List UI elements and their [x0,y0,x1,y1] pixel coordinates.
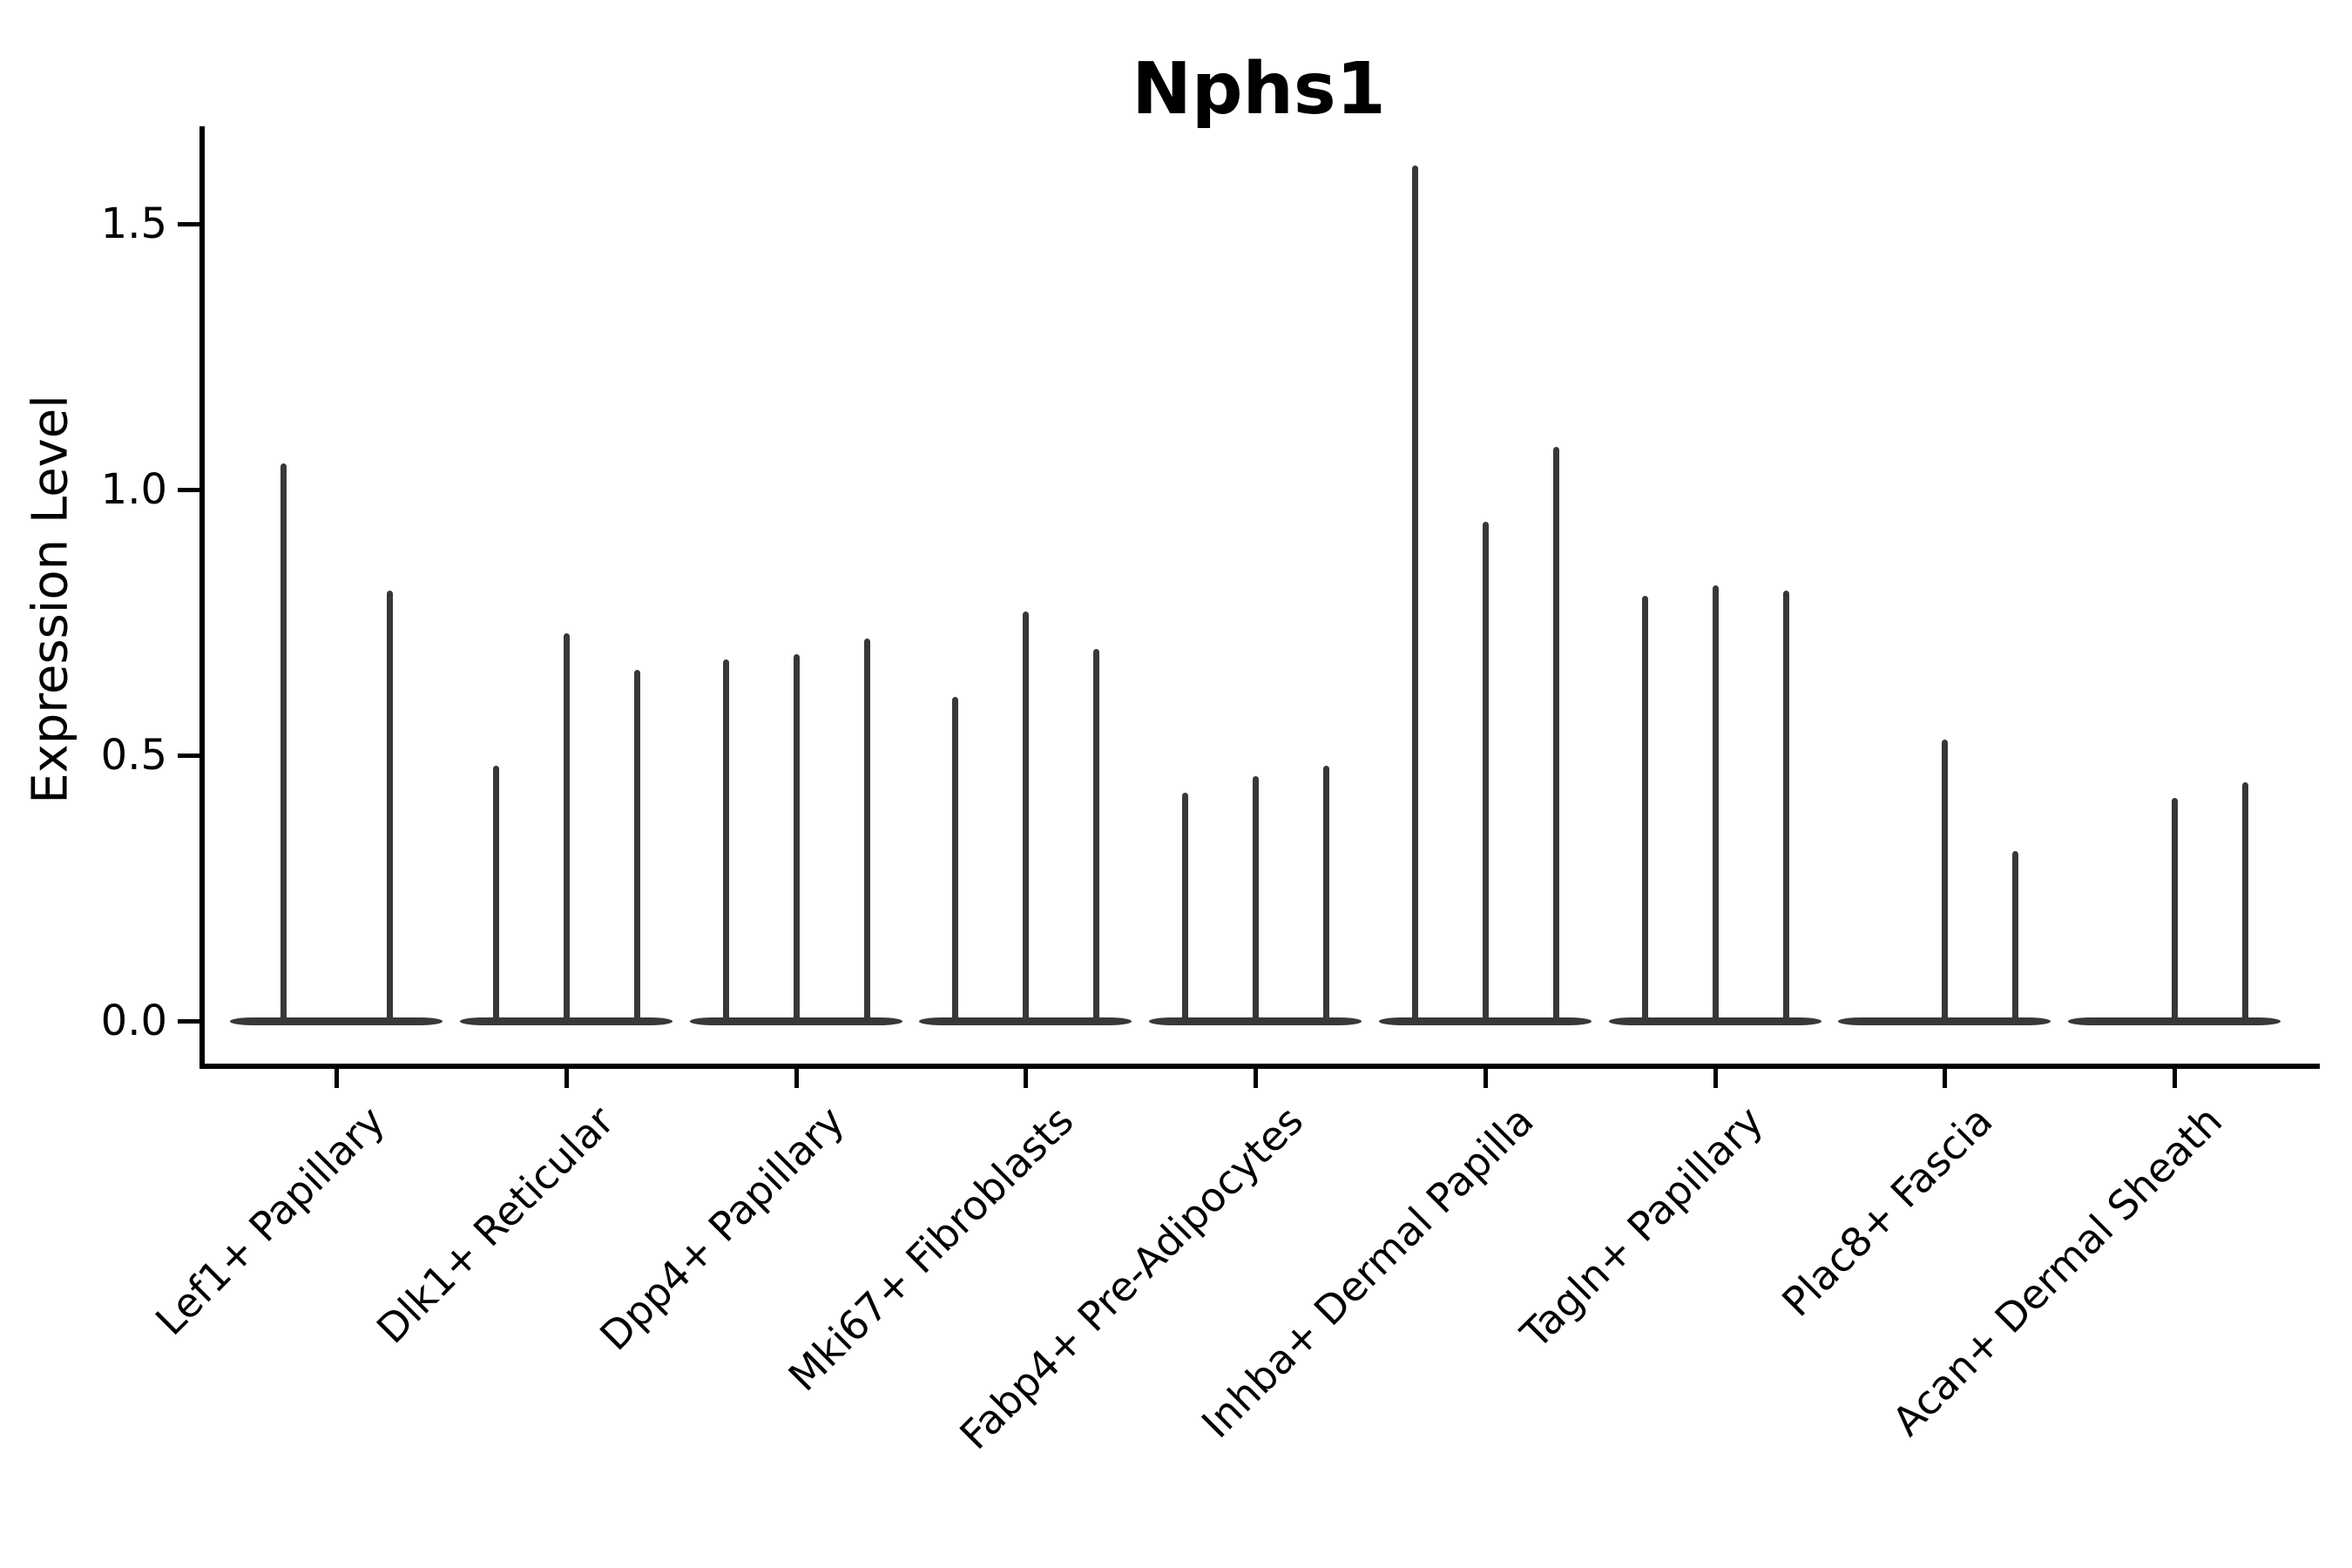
violin-spike [1712,585,1719,1024]
violin-spike [722,659,729,1024]
y-tick [178,487,202,492]
violin-spike [1782,590,1789,1024]
page-title: Nphs1 [1132,48,1386,131]
violin-spike [1482,521,1489,1024]
x-tick [1942,1064,1947,1088]
x-tick-label: Dpp4+ Papillary [591,1097,854,1360]
y-tick-label: 0.5 [100,731,167,780]
violin-spike [1022,612,1029,1024]
y-tick [178,1018,202,1024]
x-tick-label: Lef1+ Papillary [145,1097,394,1345]
y-axis-spine [199,126,205,1069]
x-tick [1253,1064,1258,1088]
violin-spike [2011,850,2018,1024]
violin-spike [492,766,499,1024]
x-tick [2172,1064,2177,1088]
violin-spike [386,590,393,1024]
violin-spike [951,696,958,1024]
x-tick [794,1064,799,1088]
x-tick-label: Tagln+ Papillary [1511,1097,1773,1358]
violin-spike [1941,739,1948,1024]
violin-spike [2171,797,2178,1024]
x-tick [1483,1064,1488,1088]
y-tick [178,221,202,226]
violin-spike [1322,766,1329,1024]
violin-spike [1552,447,1559,1024]
violin-spike [863,638,870,1024]
violin-spike [1641,596,1648,1024]
violin-spike [1252,776,1259,1024]
x-tick [564,1064,569,1088]
violin-baseline [230,1017,443,1025]
x-tick [334,1064,339,1088]
x-axis-spine [199,1064,2320,1069]
x-tick [1023,1064,1028,1088]
x-tick-label: Plac8+ Fascia [1773,1097,2002,1326]
violin-spike [1411,165,1418,1024]
x-tick [1713,1064,1718,1088]
violin-spike [1092,649,1099,1024]
violin-spike [563,632,570,1024]
violin-spike [633,670,640,1024]
violin-spike [793,654,800,1024]
x-tick-label: Dlk1+ Reticular [368,1097,624,1353]
violin-spike [2241,781,2248,1024]
violin-spike [1181,792,1188,1024]
y-tick-label: 1.5 [100,199,167,248]
y-tick [178,753,202,758]
y-tick-label: 1.0 [100,465,167,514]
y-tick-label: 0.0 [100,997,167,1045]
violin-spike [280,463,287,1024]
